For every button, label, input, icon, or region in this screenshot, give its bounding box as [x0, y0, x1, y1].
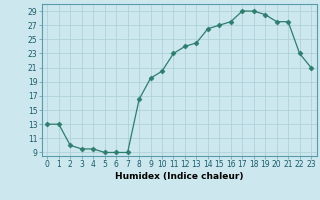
X-axis label: Humidex (Indice chaleur): Humidex (Indice chaleur) [115, 172, 244, 181]
